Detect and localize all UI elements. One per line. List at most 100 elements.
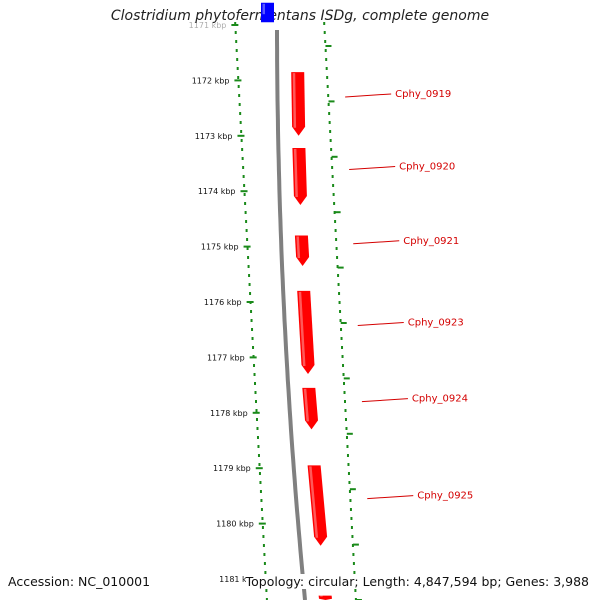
ruler-dot — [234, 22, 237, 25]
ruler-dot — [347, 472, 350, 475]
gene-label-leader — [361, 398, 408, 403]
ruler-dot — [254, 391, 257, 394]
ruler-dot — [243, 184, 246, 187]
ruler-dot — [261, 517, 264, 520]
gene-arrow — [302, 387, 318, 430]
ruler-dot — [245, 220, 248, 223]
ruler-ticks: 1171 kbp 1172 kbp 1173 kbp 1174 kbp 1175 kbp… — [189, 21, 362, 600]
gene-arrow — [291, 72, 306, 136]
ruler-dot — [245, 229, 248, 232]
ruler-dot — [349, 508, 352, 511]
tick-label: 1171 kbp — [189, 21, 227, 30]
gene-label: Cphy_0924 — [412, 394, 468, 405]
gene-label-leader — [353, 240, 400, 245]
tick-label: 1172 kbp — [192, 76, 230, 85]
gene-arrow — [297, 290, 315, 374]
ruler-dot — [348, 481, 351, 484]
ruler-dot — [327, 103, 330, 106]
ruler-dot — [334, 220, 337, 223]
gene-arrow-highlight — [293, 149, 298, 197]
gene-arrow-highlight — [296, 236, 301, 258]
ruler-dot — [351, 535, 354, 538]
gene-arrow-highlight — [320, 592, 323, 597]
gene-label-leader — [367, 495, 414, 500]
ruler-dot — [337, 283, 340, 286]
ruler-tick — [249, 356, 257, 359]
ruler-dot — [260, 508, 263, 511]
ruler-dot — [342, 373, 345, 376]
ruler-dot — [262, 544, 265, 547]
outer-tick — [340, 322, 347, 324]
ruler-tick — [231, 24, 239, 26]
ruler-dot — [331, 166, 334, 169]
ruler-dot — [239, 121, 242, 124]
ruler-dot — [333, 211, 336, 214]
tick-label: 1179 kbp — [213, 464, 251, 473]
ruler-dot — [234, 31, 237, 34]
tick-label: 1177 kbp — [207, 353, 245, 362]
ruler-dot — [330, 157, 333, 160]
ruler-dot — [344, 409, 347, 412]
gene-arrow — [294, 235, 310, 266]
outer-tick — [334, 211, 341, 214]
ruler-dot — [236, 67, 239, 70]
ruler-dot — [235, 49, 238, 52]
tick-label: 1175 kbp — [201, 243, 239, 252]
gene-arrow-highlight — [303, 388, 309, 422]
ruler-dot — [323, 31, 326, 34]
ruler-dot — [244, 202, 247, 205]
ruler-dot — [330, 148, 333, 151]
ruler-dot — [262, 535, 265, 538]
ruler-dot — [333, 202, 336, 205]
ruler-dot — [350, 526, 353, 529]
ruler-dot — [265, 598, 268, 600]
outer-tick — [328, 100, 335, 103]
ruler-dot — [250, 319, 253, 322]
ruler-dot — [345, 427, 348, 430]
ruler-dot — [340, 328, 343, 331]
gene-label: Cphy_0925 — [417, 491, 473, 502]
gene-label: Cphy_0920 — [399, 162, 455, 173]
ruler-dot — [253, 373, 256, 376]
outer-tick — [325, 45, 332, 47]
ruler-dot — [326, 85, 329, 88]
map-title: Clostridium phytofermentans ISDg, comple… — [110, 8, 490, 24]
ruler-dot — [244, 211, 247, 214]
ruler-dot — [238, 103, 241, 106]
outer-tick — [337, 266, 344, 269]
ruler-dot — [346, 445, 349, 448]
ruler-dot — [246, 247, 249, 250]
ruler-tick — [240, 190, 248, 193]
ruler-dot — [247, 265, 250, 268]
ruler-tick — [237, 134, 245, 137]
ruler-dot — [252, 346, 255, 349]
gene-arrow — [307, 465, 328, 546]
gene-labels: Cphy_0919 Cphy_0920 Cphy_0921 Cphy_0923 Cphy… — [345, 89, 473, 502]
ruler-dot — [354, 598, 357, 600]
ruler-dot — [329, 130, 332, 133]
ruler-dot — [241, 148, 244, 151]
gene-label-leader — [345, 93, 392, 98]
ruler-dot — [253, 364, 256, 367]
outer-tick — [349, 488, 356, 491]
ruler-dot — [255, 400, 257, 403]
ruler-dot — [249, 292, 252, 295]
ruler-dot — [336, 265, 339, 268]
ruler-dot — [255, 418, 258, 421]
ruler-dot — [347, 463, 350, 466]
tick-label: 1180 kbp — [216, 520, 254, 529]
ruler-dot — [240, 130, 243, 133]
ruler-dot — [256, 427, 259, 430]
ruler-tick — [234, 79, 242, 82]
ruler-dot — [257, 454, 260, 457]
ruler-dot — [352, 553, 355, 556]
gene-label: Cphy_0923 — [408, 317, 464, 328]
ruler-dot — [325, 58, 328, 61]
ruler-dot — [352, 562, 355, 565]
ruler-dot — [248, 283, 251, 286]
ruler-dot — [338, 292, 341, 295]
ruler-dot — [264, 571, 267, 574]
genome-summary-text: Topology: circular; Length: 4,847,594 bp… — [245, 574, 589, 589]
ruler-dot — [237, 76, 240, 79]
